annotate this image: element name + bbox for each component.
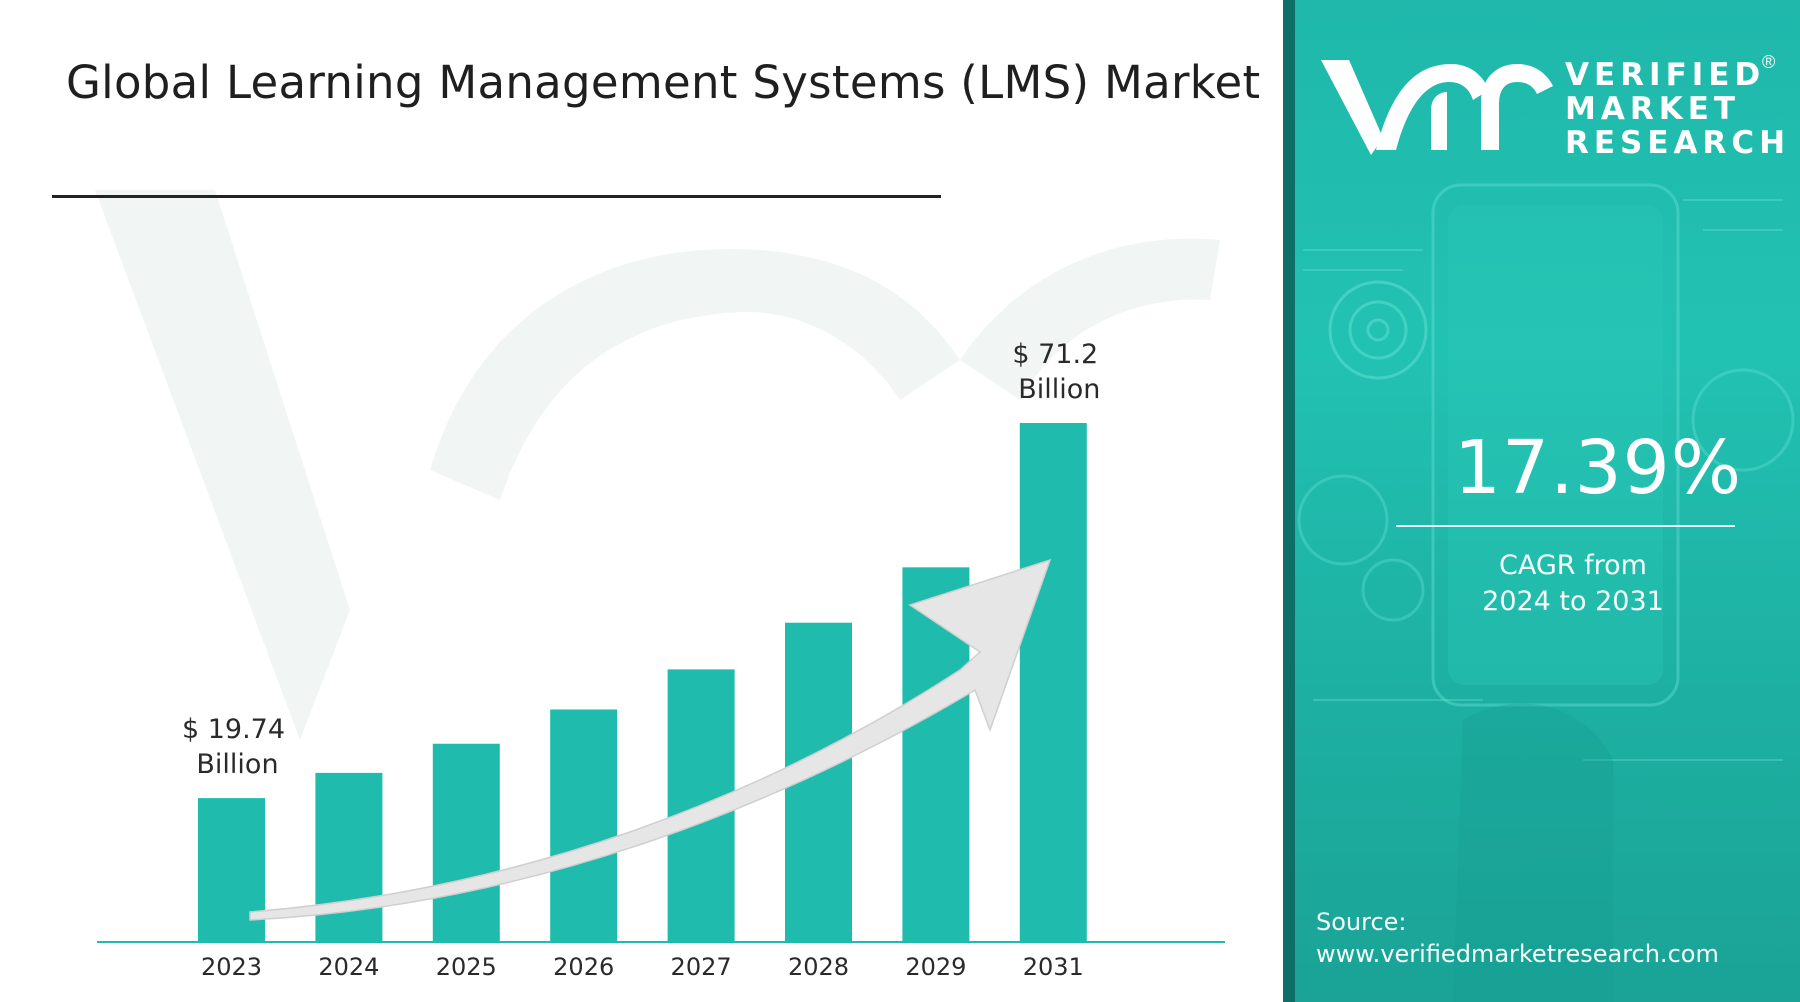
bar-2026 <box>550 709 618 942</box>
bar-chart: 2023 2024 2025 2026 2027 2028 2029 2031 $ 19.74 B… <box>97 339 1225 981</box>
source-link[interactable]: www.verifiedmarketresearch.com <box>1316 940 1719 968</box>
registered-mark: ® <box>1762 52 1776 72</box>
bar-2031 <box>1019 423 1087 942</box>
x-tick-label: 2023 <box>201 953 262 981</box>
brand-line-verified: VERIFIED <box>1565 57 1766 93</box>
bar-2024 <box>315 772 383 942</box>
x-tick-label: 2024 <box>318 953 379 981</box>
data-label-unit: Billion <box>196 749 278 780</box>
x-tick-label: 2031 <box>1023 953 1084 981</box>
title-divider <box>52 195 941 198</box>
vmr-logo-icon <box>1321 60 1553 155</box>
brand-line-market: MARKET <box>1565 91 1741 127</box>
cagr-label: CAGR from 2024 to 2031 <box>1433 548 1713 620</box>
info-panel: VERIFIED MARKET RESEARCH ® 17.39% CAGR f… <box>1283 0 1800 1002</box>
x-tick-label: 2026 <box>553 953 614 981</box>
vmr-watermark-icon <box>95 190 1220 740</box>
trend-arrow <box>249 558 1052 921</box>
cagr-divider <box>1396 525 1735 527</box>
x-tick-label: 2025 <box>436 953 497 981</box>
page-title: Global Learning Management Systems (LMS)… <box>66 52 1260 114</box>
title-text: Global Learning Management Systems (LMS)… <box>66 56 1261 109</box>
data-label-value: $ 71.2 <box>1012 339 1098 370</box>
source-label: Source: <box>1316 908 1407 936</box>
x-tick-label: 2028 <box>788 953 849 981</box>
bar-2025 <box>432 743 500 942</box>
cagr-label-line-1: CAGR from <box>1499 550 1647 581</box>
chart-area: Global Learning Management Systems (LMS)… <box>52 52 1261 981</box>
cagr-label-line-2: 2024 to 2031 <box>1482 586 1664 617</box>
brand-line-research: RESEARCH <box>1565 125 1791 161</box>
data-label-value: $ 19.74 <box>182 714 285 745</box>
cagr-value: 17.39% <box>1453 425 1743 511</box>
panel-edge <box>1283 0 1295 1002</box>
tech-background-decoration <box>1297 183 1795 1002</box>
x-tick-label: 2027 <box>671 953 732 981</box>
x-tick-label: 2029 <box>905 953 966 981</box>
data-label-unit: Billion <box>1018 374 1100 405</box>
